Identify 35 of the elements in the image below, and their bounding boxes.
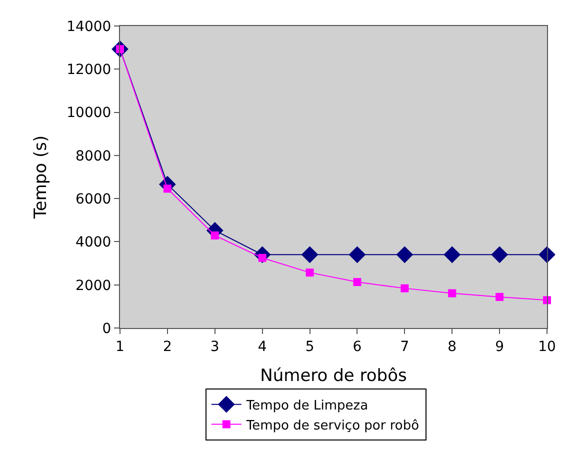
x-tick-label: 5: [305, 338, 314, 355]
y-tick-label: 10000: [66, 105, 112, 122]
y-tick-label: 4000: [76, 234, 112, 251]
x-tick-label: 3: [210, 338, 220, 355]
point: [396, 246, 414, 264]
point: [210, 231, 219, 240]
point: [348, 246, 366, 264]
x-tick-label: 9: [495, 338, 504, 355]
point: [400, 284, 409, 292]
point: [538, 246, 556, 264]
y-tick-label: 12000: [66, 62, 112, 78]
x-tick-label: 2: [162, 338, 172, 355]
point: [444, 246, 461, 264]
x-tick-label: 8: [448, 338, 457, 355]
legend-label: Tempo de serviço por robô: [245, 418, 420, 434]
y-tick-label: 8000: [76, 148, 112, 164]
y-tick-label: 14000: [66, 18, 112, 35]
x-tick-label: 1: [116, 338, 124, 355]
point: [306, 268, 314, 277]
x-tick-label: 7: [400, 338, 410, 355]
point: [163, 184, 172, 193]
point: [301, 246, 318, 264]
y-axis-title: Tempo (s): [31, 135, 52, 220]
x-tick-label: 4: [258, 338, 267, 355]
y-tick-label: 2000: [76, 278, 112, 294]
y-tick-label: 0: [102, 320, 112, 337]
y-tick-label: 6000: [76, 191, 112, 208]
point: [491, 246, 508, 264]
x-axis-title: Número de robôs: [260, 366, 407, 386]
point: [448, 289, 456, 298]
point: [353, 278, 362, 286]
x-tick-label: 10: [538, 338, 556, 355]
legend-label: Tempo de Limpeza: [245, 398, 368, 414]
point: [496, 292, 504, 301]
x-tick-label: 6: [352, 338, 362, 355]
